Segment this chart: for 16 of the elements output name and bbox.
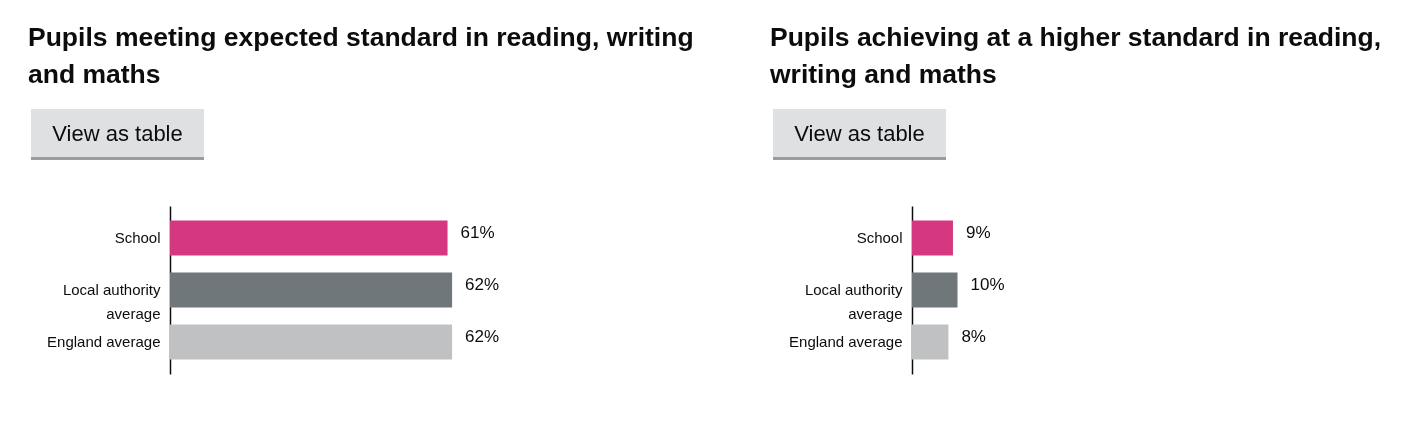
text: View as table <box>794 121 925 146</box>
text: View as table <box>52 121 183 146</box>
text: Pupils achieving at a higher standard in reading, writing and maths <box>769 22 1382 89</box>
y-tick-label: England average <box>789 332 903 350</box>
data-label: 9% <box>965 223 991 243</box>
y-tick-label: Local authority average <box>62 281 161 322</box>
data-label: 62% <box>465 275 500 294</box>
data-label: 8% <box>961 326 986 346</box>
data-label: 61% <box>460 223 495 243</box>
y-tick-label: School <box>856 229 903 247</box>
y-tick-label: Local authority average <box>804 281 903 322</box>
data-label: 10% <box>970 275 1005 294</box>
y-tick-label: School <box>114 229 161 247</box>
y-tick-label: England average <box>47 332 161 350</box>
chart-title: Pupils meeting expected standard in reading, writing and maths <box>28 22 694 89</box>
data-label: 62% <box>465 326 500 346</box>
